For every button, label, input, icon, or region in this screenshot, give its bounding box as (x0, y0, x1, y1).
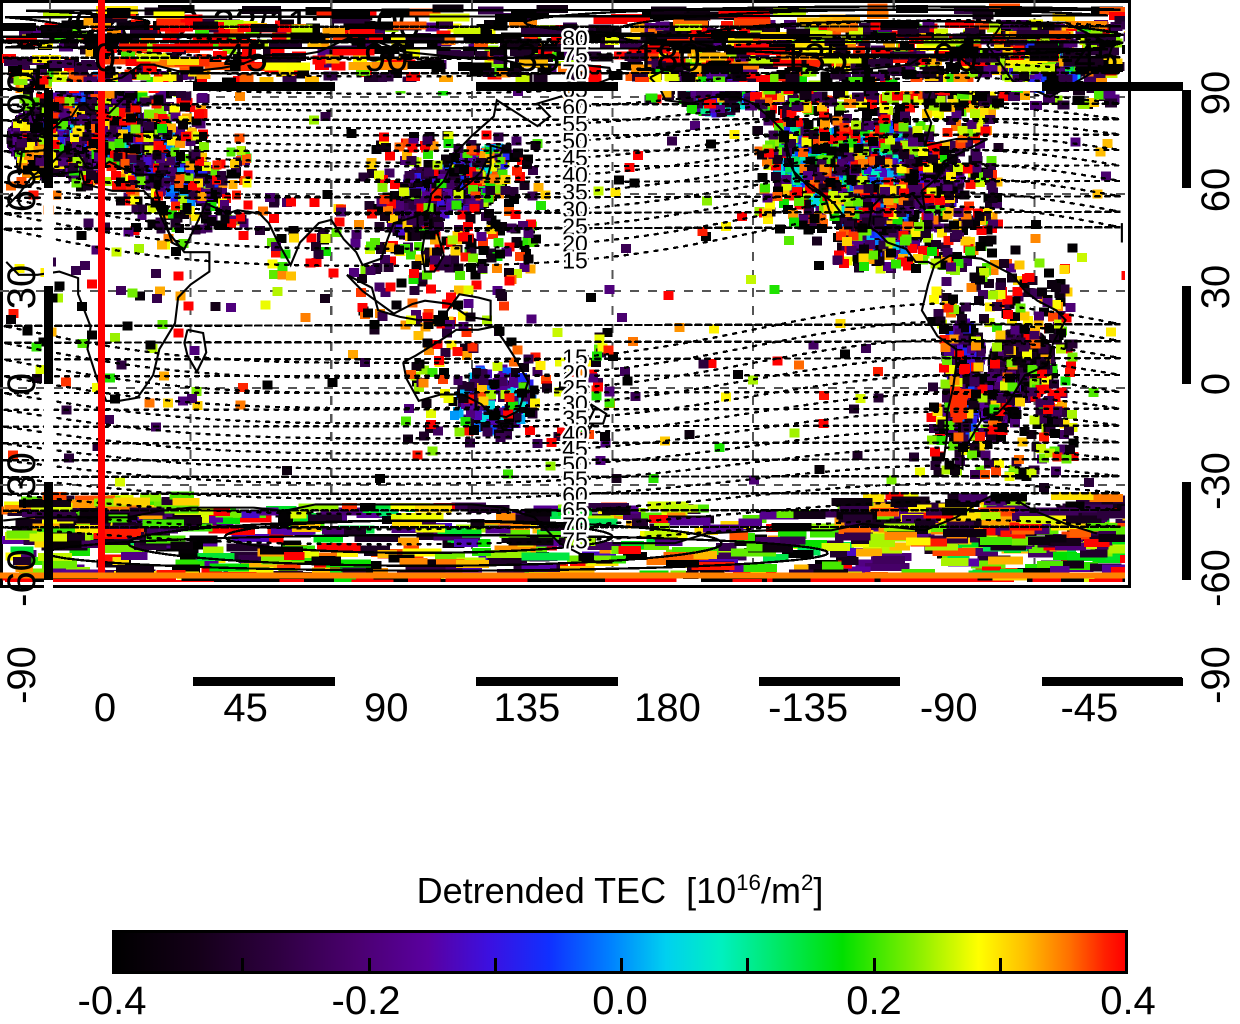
longitude-tick-top-45: 45 (223, 38, 268, 78)
latitude-tick-right-m60: -60 (1194, 549, 1238, 607)
colorbar-tick-mark (493, 958, 497, 971)
colorbar-tick-mark (872, 958, 876, 971)
latitude-tick-right-60: 60 (1194, 168, 1238, 213)
colorbar-units-exponent: 16 (736, 870, 761, 895)
colorbar-tick-mark (998, 958, 1002, 971)
colorbar-label-m0p4: -0.4 (78, 980, 147, 1022)
colorbar-label-0p4: 0.4 (1100, 980, 1156, 1022)
colorbar-units-prefix: [10 (686, 870, 736, 911)
colorbar-label-0p2: 0.2 (846, 980, 902, 1022)
latitude-tick-left-60: 60 (0, 168, 44, 213)
longitude-axis-bottom (52, 677, 1183, 686)
latitude-tick-right-30: 30 (1194, 265, 1238, 310)
colorbar-units-exponent-2: 2 (801, 870, 813, 895)
longitude-tick-top-180: 180 (634, 38, 701, 78)
latitude-tick-right-m90: -90 (1194, 646, 1238, 704)
latitude-tick-left-m90: -90 (0, 646, 44, 704)
longitude-tick-top--45: -45 (1060, 38, 1118, 78)
longitude-tick-bottom--45: -45 (1060, 688, 1118, 728)
latitude-tick-left-m30: -30 (0, 452, 44, 510)
longitude-axis-top (52, 82, 1183, 91)
longitude-tick-bottom-0: 0 (94, 688, 116, 728)
latitude-tick-right-0: 0 (1194, 373, 1238, 395)
latitude-tick-right-m30: -30 (1194, 452, 1238, 510)
latitude-tick-left-30: 30 (0, 265, 44, 310)
colorbar-label-m0p2: -0.2 (332, 980, 401, 1022)
overlay-lines (0, 0, 1125, 582)
contour-value-labels: 8080757570706565606055555050454540403535… (560, 23, 591, 556)
longitude-tick-bottom--135: -135 (768, 688, 848, 728)
colorbar-tick-mark (620, 958, 623, 971)
longitude-tick-top--90: -90 (920, 38, 978, 78)
colorbar-units-suffix: ] (813, 870, 823, 911)
tec-map-plot: 8080757570706565606055555050454540403535… (0, 0, 1131, 588)
colorbar-tick-mark (367, 958, 371, 971)
colorbar-title: Detrended TEC [1016/m2] (417, 870, 824, 911)
colorbar[interactable] (112, 930, 1128, 974)
longitude-tick-bottom-90: 90 (364, 688, 409, 728)
latitude-tick-left-90: 90 (0, 71, 44, 116)
longitude-tick-top--135: -135 (768, 38, 848, 78)
latitude-axis-right (1182, 90, 1191, 678)
longitude-tick-top-0: 0 (94, 38, 116, 78)
latitude-tick-left-m60: -60 (0, 549, 44, 607)
latitude-tick-left-0: 0 (0, 373, 44, 395)
map-graphics: 8080757570706565606055555050454540403535… (0, 0, 1125, 582)
longitude-tick-bottom-135: 135 (494, 688, 561, 728)
colorbar-tick-mark (241, 958, 245, 971)
map-canvas: 8080757570706565606055555050454540403535… (0, 0, 1125, 582)
colorbar-label-0p0: 0.0 (592, 980, 648, 1022)
colorbar-units-mid: /m (761, 870, 801, 911)
latitude-tick-right-90: 90 (1194, 71, 1238, 116)
longitude-tick-top-90: 90 (364, 38, 409, 78)
latitude-axis-left (44, 90, 53, 678)
longitude-tick-bottom--90: -90 (920, 688, 978, 728)
longitude-tick-bottom-180: 180 (634, 688, 701, 728)
colorbar-title-main: Detrended TEC (417, 870, 666, 911)
colorbar-tick-mark (746, 958, 750, 971)
longitude-tick-top-135: 135 (494, 38, 561, 78)
longitude-tick-bottom-45: 45 (223, 688, 268, 728)
